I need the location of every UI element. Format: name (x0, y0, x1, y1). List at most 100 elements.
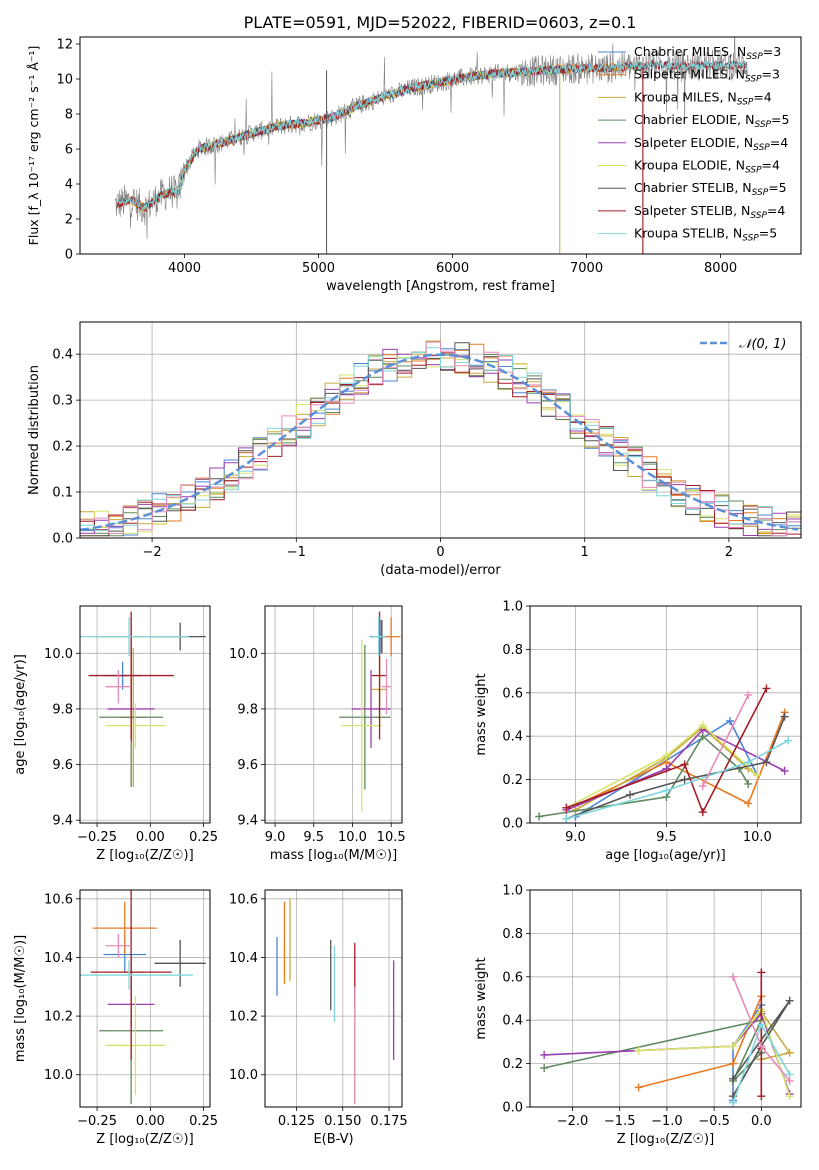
x-tick-label: 9.0 (565, 830, 586, 845)
y-tick-label: 0.4 (502, 730, 523, 745)
errorbar-point-8 (80, 617, 189, 657)
legend-label-5: Kroupa ELODIE, NSSP=4 (634, 158, 780, 176)
y-tick-label: 0.4 (502, 1014, 523, 1029)
weight-marker (757, 1042, 766, 1051)
x-tick-label: −1.0 (651, 1114, 683, 1129)
weight-marker (634, 1083, 643, 1092)
mass-vs-extinction-panel: 0.125 0.150 0.175 10.0 10.2 10.4 10.6 E(B-V) (229, 889, 408, 1147)
weight-marker (729, 1098, 738, 1107)
legend-label-7: Salpeter STELIB, NSSP=4 (634, 203, 785, 221)
y-axis-label: mass [log₁₀(M/M☉)] (13, 935, 28, 1062)
observed-spectrum-line (114, 37, 748, 240)
x-tick-label: 6000 (436, 261, 469, 276)
x-tick-label: 0.175 (370, 1114, 407, 1129)
legend-label-subscript: SSP (753, 143, 770, 153)
age_vs_Z-ticks: −0.25 0.00 0.25 9.4 9.6 9.8 10.0 (44, 606, 218, 845)
y-tick-label: 9.6 (52, 758, 73, 773)
y-tick-label: 0.6 (502, 686, 523, 701)
axes-frame (79, 889, 211, 1108)
mass-vs-metallicity-panel: −0.25 0.00 0.25 10.0 10.2 10.4 10.6 Z [log₁₀(Z/… (13, 889, 218, 1147)
legend-label-8: Kroupa STELIB, NSSP=5 (634, 226, 777, 244)
weight-marker (729, 1059, 738, 1068)
legend-label-value: =5 (759, 226, 777, 241)
legend-label-main: Kroupa ELODIE, N (634, 158, 745, 173)
weight-marker (726, 717, 735, 726)
reference-legend-label: 𝒩(0, 1) (739, 337, 786, 352)
model-line-8 (117, 59, 748, 211)
y-axis-label: age [log₁₀(age/yr)] (13, 654, 28, 775)
legend-label-value: =3 (762, 67, 780, 82)
weight_vs_age-ticks: 9.0 9.5 10.0 0.0 0.2 0.4 0.6 0.8 1.0 (502, 600, 801, 845)
weight-marker (762, 684, 771, 693)
legend-label-subscript: SSP (742, 234, 759, 244)
weight-marker (785, 1076, 794, 1085)
legend-label-6: Chabrier STELIB, NSSP=5 (634, 180, 787, 198)
weight-marker (762, 758, 771, 767)
x-axis-label: E(B-V) (313, 1132, 353, 1147)
x-tick-label: 2 (725, 545, 733, 560)
weight-series-8 (729, 1020, 794, 1107)
weight-series-9 (698, 690, 753, 791)
y-tick-label: 10.2 (44, 1010, 73, 1025)
normal-reference-curve (79, 353, 799, 532)
errorbar-point-6 (154, 939, 206, 987)
y-tick-label: 0.4 (52, 348, 73, 363)
weight-marker (780, 712, 789, 721)
y-tick-label: 10.4 (229, 951, 258, 966)
weight-marker (698, 782, 707, 791)
x-tick-label: 5000 (302, 261, 335, 276)
y-tick-label: 0.3 (52, 394, 73, 409)
x-tick-label: −1.5 (604, 1114, 636, 1129)
y-tick-label: 10.4 (44, 951, 73, 966)
x-axis-label: Z [log₁₀(Z/Z☉)] (96, 1132, 193, 1147)
weight-marker (698, 721, 707, 730)
x-tick-label: 0.150 (324, 1114, 361, 1129)
weight-marker (562, 803, 571, 812)
y-tick-label: 0.0 (502, 817, 523, 832)
legend-label-4: Salpeter ELODIE, NSSP=4 (634, 135, 788, 153)
x-tick-label: 0.25 (189, 830, 218, 845)
legend-label-subscript: SSP (745, 75, 762, 85)
weight-marker (540, 1063, 549, 1072)
age-vs-metallicity-panel: −0.25 0.00 0.25 9.4 9.6 9.8 10.0 Z [log₁₀(Z/Z☉)… (13, 605, 218, 863)
y-tick-label: 8 (65, 108, 73, 123)
errorbar-point-7 (88, 611, 174, 740)
legend-label-value: =3 (763, 44, 781, 59)
weight-marker (780, 766, 789, 775)
errorbar-point-1 (92, 901, 157, 955)
weight_vs_Z-ticks: −2.0 −1.5 −1.0 −0.5 0.0 0.0 0.2 0.4 0.6 0.8 1.0 (502, 884, 801, 1129)
axes-frame (79, 321, 802, 539)
x-tick-label: 0.00 (136, 830, 165, 845)
y-tick-label: 0 (65, 248, 73, 263)
y-tick-label: 10 (56, 73, 73, 88)
weight-series-7 (562, 684, 771, 817)
weight-marker (698, 808, 707, 817)
axes-frame (264, 605, 403, 824)
y-axis-label: mass weight (474, 673, 489, 755)
weight-series-5 (634, 1005, 794, 1101)
x-tick-label: 0.00 (136, 1114, 165, 1129)
y-tick-label: 10.0 (229, 647, 258, 662)
weight-marker (757, 1020, 766, 1029)
legend-label-value: =5 (771, 112, 789, 127)
legend-label-value: =4 (770, 135, 788, 150)
legend-label-value: =4 (762, 158, 780, 173)
model-line-0 (117, 61, 644, 210)
weight-line (566, 688, 768, 815)
axes-frame (264, 889, 403, 1108)
x-tick-label: −2 (143, 545, 162, 560)
weight-marker (729, 1074, 738, 1083)
age-vs-mass-panel: 9.0 9.5 10.0 10.5 9.4 9.6 9.8 10.0 mass [log₁₀(M… (229, 605, 406, 863)
y-tick-label: 0.2 (502, 1057, 523, 1072)
spectrum-ticks: 4000 5000 6000 7000 8000 0 2 4 6 8 10 12 (56, 38, 737, 277)
x-tick-label: 0.0 (751, 1114, 772, 1129)
y-tick-label: 9.4 (52, 814, 73, 829)
errorbar-point-5 (341, 639, 382, 812)
weight-marker (753, 771, 762, 780)
x-tick-label: 9.5 (656, 830, 677, 845)
legend-label-subscript: SSP (745, 166, 762, 176)
legend-label-0: Chabrier MILES, NSSP=3 (634, 44, 781, 62)
y-tick-label: 0.2 (52, 440, 73, 455)
x-tick-label: 10.5 (377, 830, 406, 845)
